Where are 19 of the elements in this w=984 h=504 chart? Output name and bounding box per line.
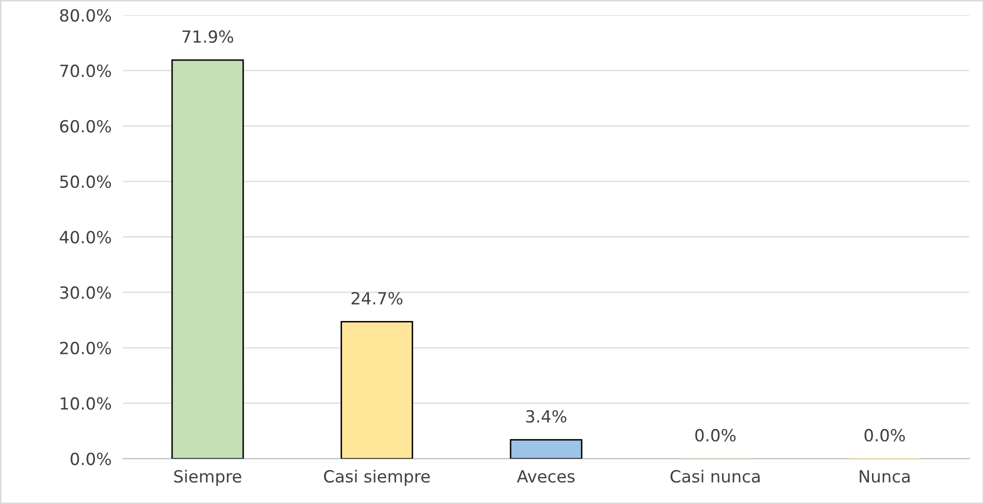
- data-label: 71.9%: [182, 30, 234, 43]
- data-label: 0.0%: [695, 428, 736, 442]
- x-tick-label: Casi nunca: [670, 470, 760, 483]
- y-tick-label: 60.0%: [60, 120, 111, 133]
- y-tick-label: 40.0%: [60, 230, 111, 244]
- y-tick-label: 30.0%: [60, 286, 111, 299]
- y-tick-label: 70.0%: [60, 64, 111, 78]
- x-tick-label: Nunca: [860, 470, 910, 483]
- y-tick-label: 20.0%: [60, 342, 111, 354]
- data-label: 3.4%: [526, 410, 566, 423]
- x-tick-label: Casi siempre: [324, 470, 430, 486]
- x-tick-label: Aveces: [516, 470, 575, 483]
- x-tick-label: Siempre: [174, 470, 242, 486]
- y-tick-label: 10.0%: [60, 397, 111, 410]
- data-label: 0.0%: [864, 428, 905, 442]
- data-label: 24.7%: [352, 292, 402, 305]
- y-tick-label: 0.0%: [70, 452, 111, 466]
- y-tick-label: 80.0%: [60, 9, 111, 22]
- y-tick-label: 50.0%: [60, 175, 111, 188]
